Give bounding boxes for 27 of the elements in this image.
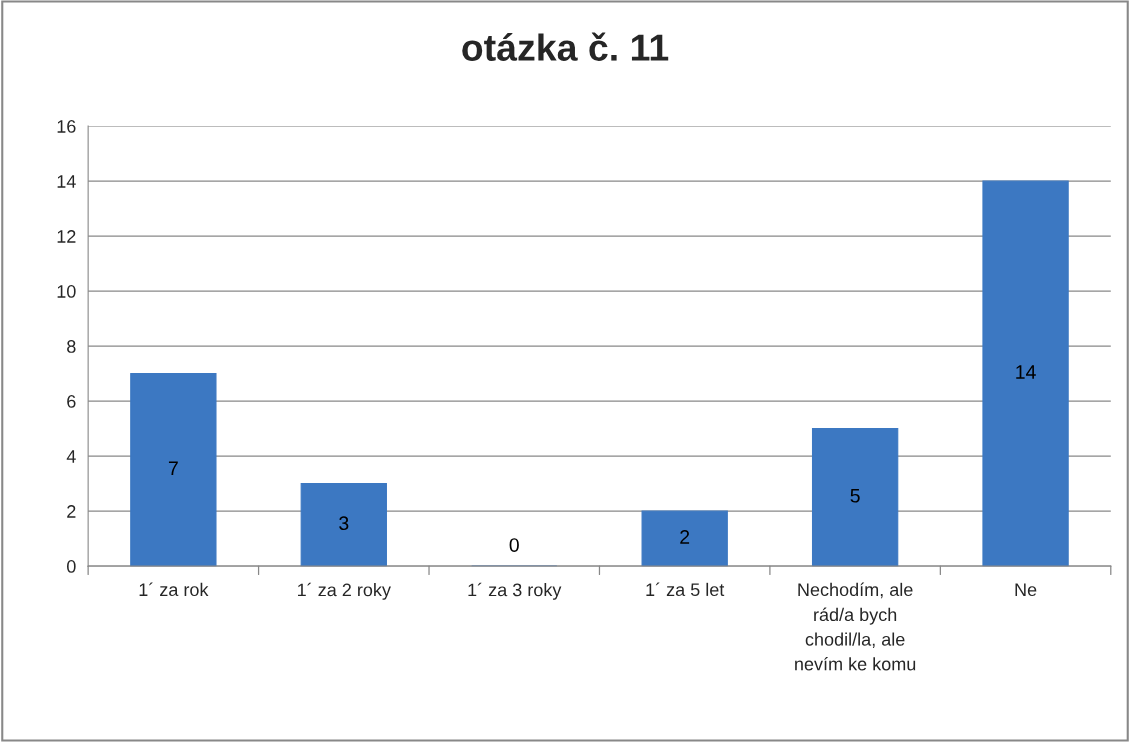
bar xyxy=(811,428,899,567)
y-tick-label: 4 xyxy=(66,450,76,463)
bar xyxy=(300,483,387,567)
y-tick-label: 14 xyxy=(57,175,76,188)
chart-title: otázka č. 11 xyxy=(462,32,669,61)
y-tick-label: 16 xyxy=(57,120,76,133)
y-tick-label: 10 xyxy=(57,285,76,298)
x-tick-label: 1´ za 5 let xyxy=(646,582,725,597)
bar xyxy=(641,510,728,567)
y-tick-label: 6 xyxy=(67,395,76,408)
x-tick-label: 1´ za rok xyxy=(139,582,209,597)
x-tick-label: 1´ za 2 roky xyxy=(298,582,391,600)
y-tick-label: 8 xyxy=(67,340,76,353)
data-label: 2 xyxy=(680,530,690,544)
y-tick-label: 0 xyxy=(67,560,76,573)
data-label: 0 xyxy=(509,538,519,552)
y-tick-label: 12 xyxy=(57,230,76,243)
bar xyxy=(982,180,1069,567)
y-tick-label: 2 xyxy=(67,505,76,518)
data-label: 7 xyxy=(168,461,178,475)
x-tick-label: Nechodím, ale rád/a bych chodil/la, ale nevím ke komu xyxy=(795,582,916,671)
data-label: 5 xyxy=(850,489,860,503)
x-tick-label: 1´ za 3 roky xyxy=(468,582,562,600)
data-label: 14 xyxy=(1016,365,1036,379)
bar xyxy=(130,373,217,567)
data-label: 3 xyxy=(339,516,349,531)
x-tick-label: Ne xyxy=(1015,583,1037,597)
